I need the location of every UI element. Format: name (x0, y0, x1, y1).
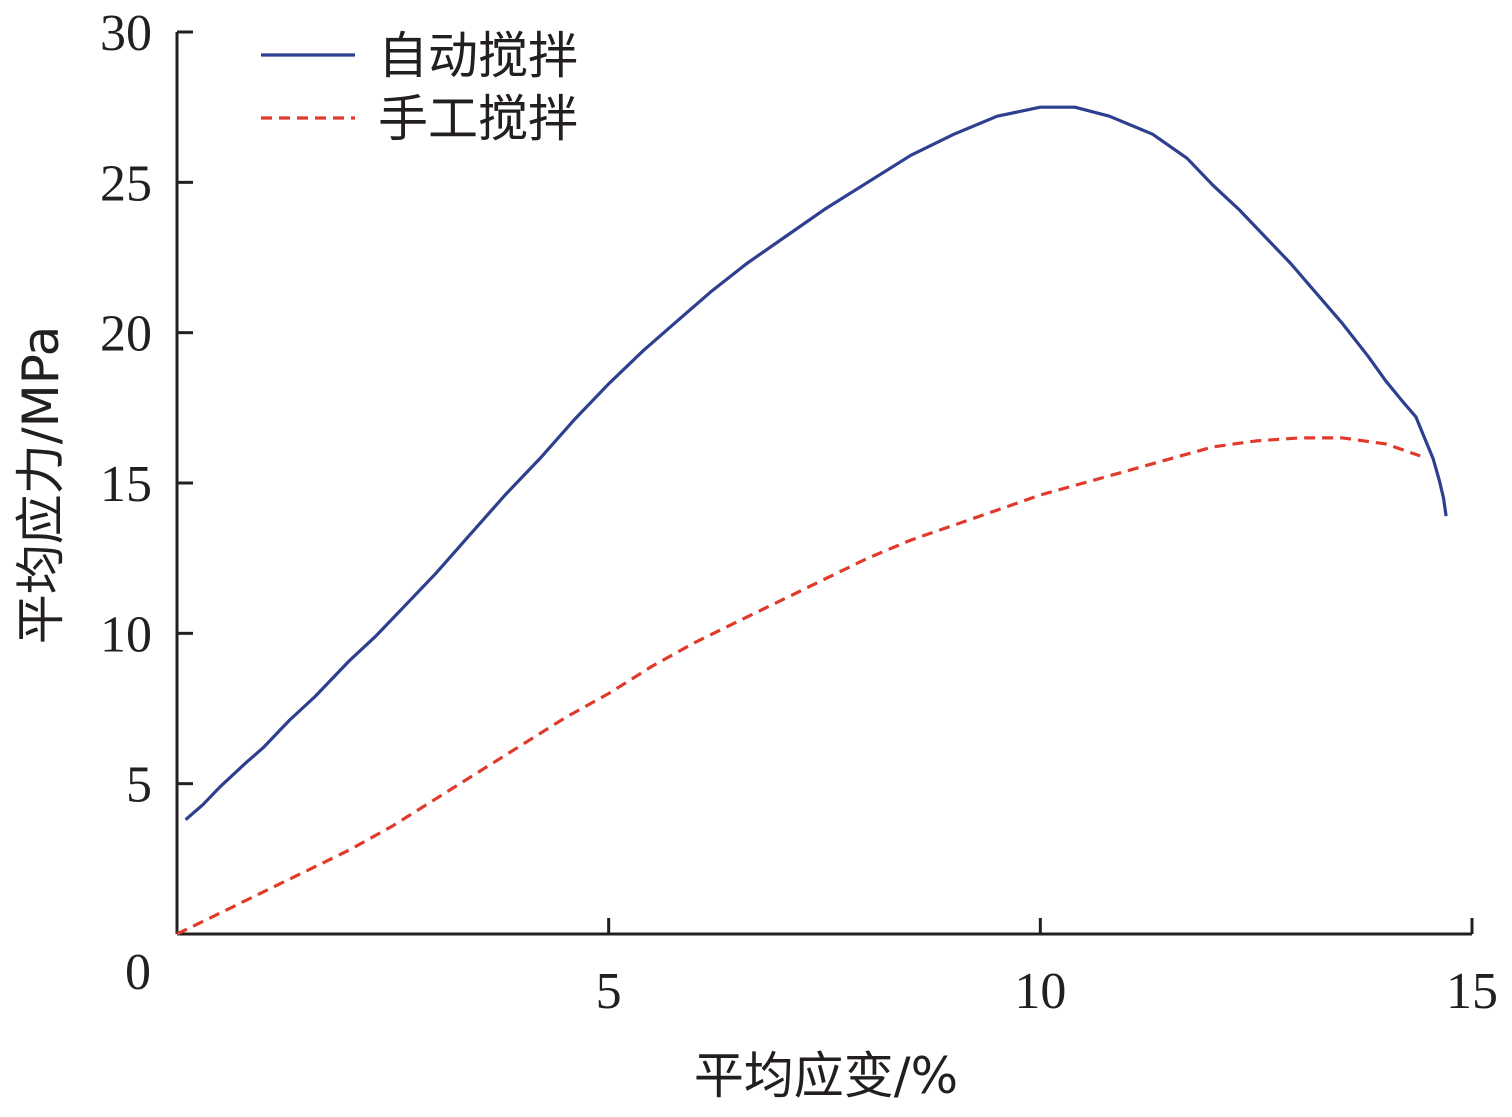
x-axis-title: 平均应变/% (694, 1047, 958, 1105)
y-tick-label: 15 (100, 456, 152, 513)
x-tick-label: 5 (596, 963, 622, 1020)
y-tick-label: 10 (100, 606, 152, 663)
y-tick-label: 30 (100, 5, 152, 62)
y-tick-label: 25 (100, 155, 152, 212)
series-layer (176, 105, 1448, 936)
legend-label-1: 自动搅拌 (378, 27, 578, 85)
y-axis-title: 平均应力/MPa (12, 326, 70, 645)
x-tick-label: 15 (1446, 963, 1498, 1020)
series-line-2 (176, 436, 1421, 936)
x-tick-label: 10 (1014, 963, 1066, 1020)
series-line-1 (184, 105, 1448, 821)
y-tick-label: 20 (100, 306, 152, 363)
legend-label-2: 手工搅拌 (378, 90, 578, 148)
axes: 0 5 10 15 5 10 15 20 25 30 (100, 5, 1498, 1020)
x-tick-label: 0 (125, 944, 151, 1001)
y-tick-label: 5 (126, 757, 152, 814)
